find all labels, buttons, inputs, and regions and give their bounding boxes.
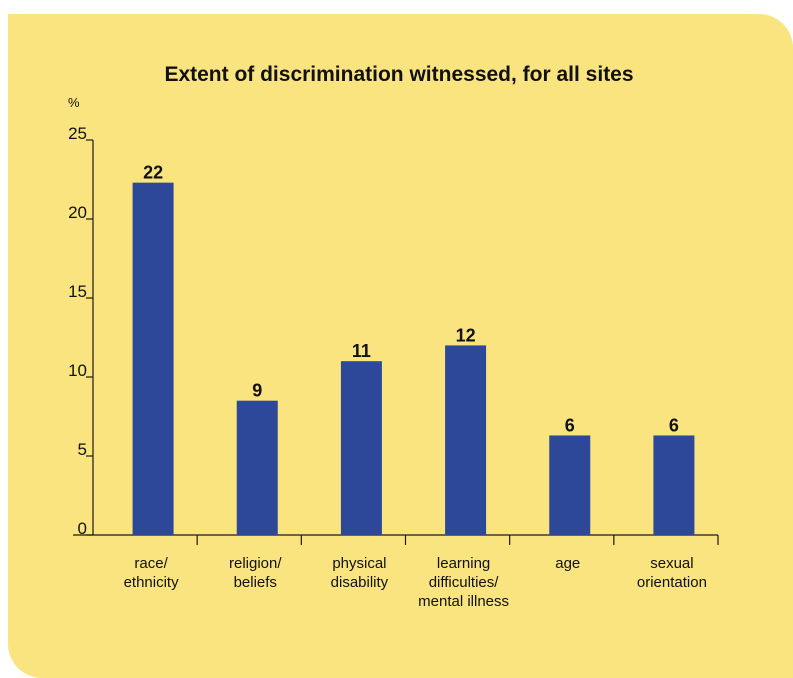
bar	[132, 182, 174, 535]
data-label: 12	[456, 325, 476, 345]
category-label: beliefs	[234, 574, 277, 591]
y-tick-label: 0	[78, 519, 87, 538]
y-axis-label: %	[68, 95, 80, 110]
category-label: learning	[437, 555, 490, 572]
category-label: orientation	[637, 574, 707, 591]
category-label: difficulties/	[429, 574, 500, 591]
data-label: 22	[143, 163, 163, 183]
bar	[549, 435, 591, 535]
category-label: religion/	[229, 555, 282, 572]
category-label: physical	[332, 555, 386, 572]
data-label: 6	[669, 415, 679, 435]
category-label: mental illness	[418, 593, 509, 610]
bar	[653, 435, 695, 535]
chart-title: Extent of discrimination witnessed, for …	[164, 63, 633, 86]
y-tick-label: 25	[68, 124, 87, 143]
data-label: 11	[352, 341, 371, 361]
data-label: 9	[252, 381, 262, 401]
data-label: 6	[565, 415, 575, 435]
y-tick-label: 5	[78, 440, 87, 459]
category-label: race/	[134, 555, 168, 572]
y-tick-label: 20	[68, 203, 87, 222]
y-tick-label: 10	[68, 361, 87, 380]
category-label: ethnicity	[124, 574, 180, 591]
category-label: disability	[331, 574, 389, 591]
category-label: sexual	[650, 555, 693, 572]
bar	[445, 345, 487, 535]
category-label: age	[555, 555, 580, 572]
y-tick-label: 15	[68, 282, 87, 301]
bar	[236, 400, 278, 535]
bar	[340, 361, 382, 535]
